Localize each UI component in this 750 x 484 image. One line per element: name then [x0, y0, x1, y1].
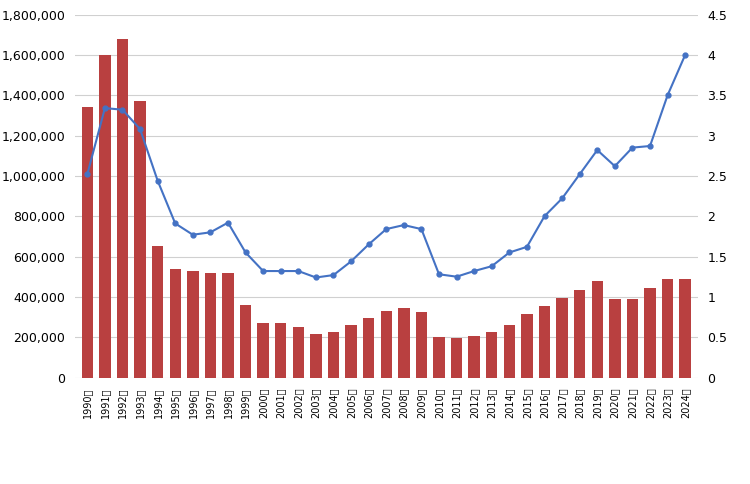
Bar	[205, 272, 216, 378]
3月末求人倍率	[206, 229, 215, 235]
Bar	[134, 101, 146, 378]
3月末求人倍率	[329, 272, 338, 278]
3月末求人倍率	[276, 268, 285, 274]
Bar	[363, 318, 374, 378]
Bar	[99, 55, 110, 378]
Bar	[170, 269, 181, 378]
3月末求人倍率	[470, 268, 478, 274]
3月末求人倍率	[311, 274, 320, 280]
3月末求人倍率	[646, 143, 655, 149]
Bar	[644, 288, 656, 378]
Bar	[310, 334, 322, 378]
3月末求人倍率	[417, 226, 426, 232]
Bar	[521, 314, 532, 378]
3月末求人倍率	[488, 263, 496, 269]
Bar	[187, 271, 199, 378]
Bar	[380, 311, 392, 378]
3月末求人倍率	[136, 126, 145, 132]
3月末求人倍率	[540, 213, 549, 219]
3月末求人倍率	[663, 92, 672, 98]
Bar	[398, 308, 410, 378]
3月末求人倍率	[364, 242, 374, 247]
3月末求人倍率	[592, 147, 602, 153]
Bar	[609, 299, 620, 378]
Bar	[416, 312, 428, 378]
Bar	[592, 281, 603, 378]
3月末求人倍率	[399, 222, 408, 228]
Bar	[433, 337, 445, 378]
3月末求人倍率	[434, 272, 443, 277]
3月末求人倍率	[346, 258, 355, 264]
3月末求人倍率	[382, 226, 391, 232]
Bar	[662, 279, 674, 378]
3月末求人倍率	[82, 171, 92, 177]
3月末求人倍率	[628, 145, 637, 151]
Bar	[292, 327, 304, 378]
3月末求人倍率	[452, 274, 461, 280]
3月末求人倍率	[557, 196, 566, 201]
Bar	[82, 107, 93, 378]
Bar	[222, 272, 234, 378]
Bar	[345, 325, 357, 378]
3月末求人倍率	[188, 232, 197, 238]
3月末求人倍率	[575, 171, 584, 177]
Bar	[680, 279, 691, 378]
3月末求人倍率	[153, 178, 162, 183]
Bar	[328, 332, 339, 378]
Bar	[538, 306, 550, 378]
3月末求人倍率	[523, 244, 532, 250]
Bar	[257, 323, 268, 378]
Bar	[240, 305, 251, 378]
3月末求人倍率	[505, 250, 514, 256]
Bar	[504, 325, 515, 378]
Bar	[275, 323, 286, 378]
Bar	[469, 336, 480, 378]
Bar	[117, 39, 128, 378]
Line: 3月末求人倍率: 3月末求人倍率	[85, 52, 688, 280]
3月末求人倍率	[294, 268, 303, 274]
3月末求人倍率	[681, 52, 690, 58]
3月末求人倍率	[100, 105, 109, 111]
3月末求人倍率	[259, 268, 268, 274]
Bar	[556, 298, 568, 378]
3月末求人倍率	[610, 163, 620, 169]
Bar	[627, 299, 638, 378]
Bar	[451, 338, 462, 378]
3月末求人倍率	[171, 221, 180, 227]
3月末求人倍率	[224, 220, 232, 226]
3月末求人倍率	[241, 250, 250, 256]
3月末求人倍率	[118, 107, 127, 113]
Bar	[486, 332, 497, 378]
Bar	[574, 290, 586, 378]
Bar	[152, 246, 164, 378]
